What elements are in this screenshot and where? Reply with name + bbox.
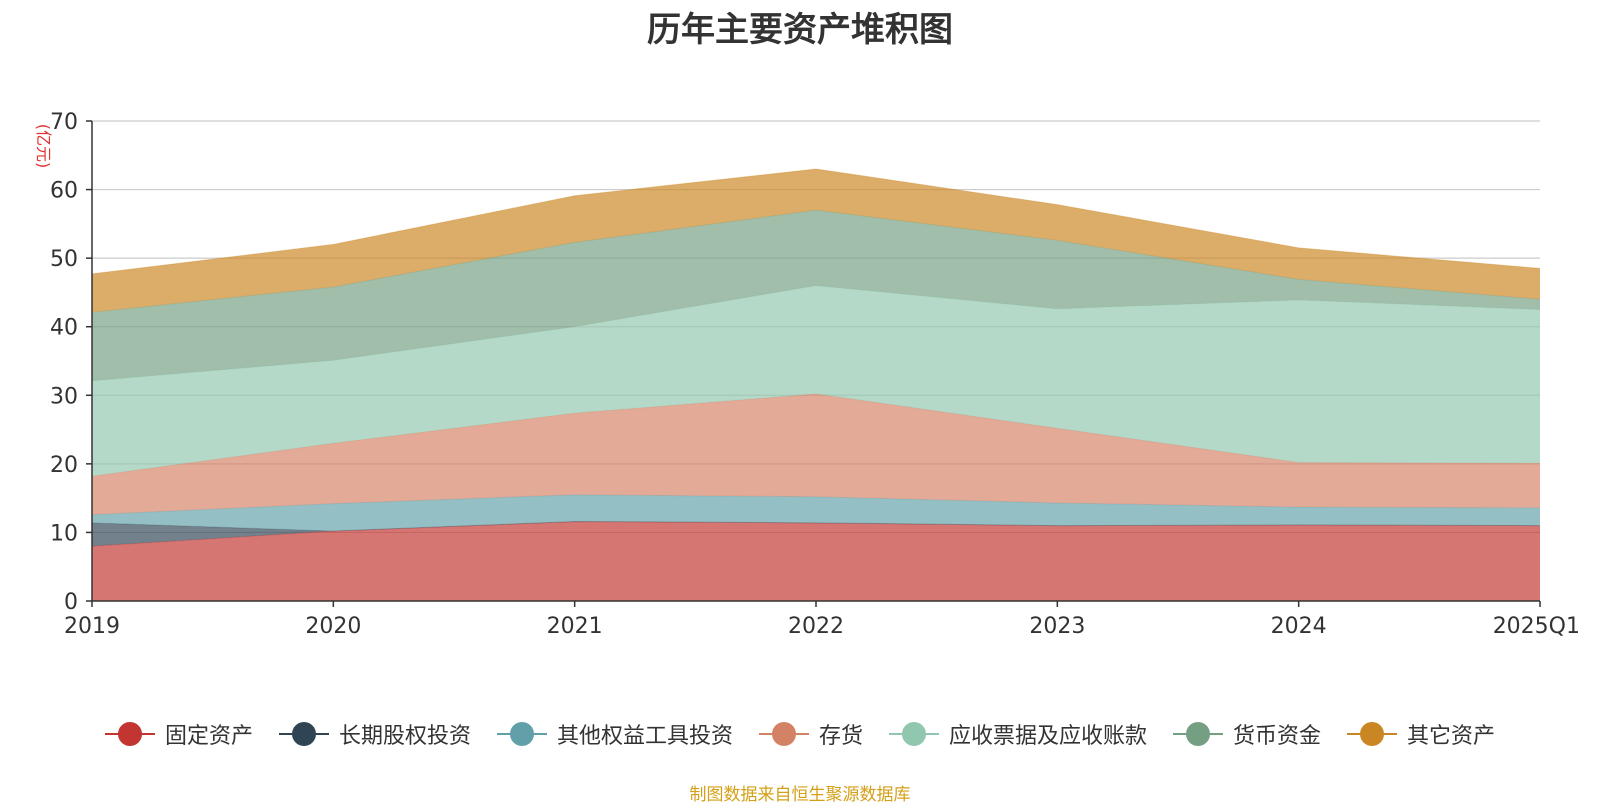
legend-marker-icon xyxy=(496,722,547,746)
x-tick-label: 2021 xyxy=(547,614,603,639)
y-tick-label: 50 xyxy=(50,247,78,272)
source-note: 制图数据来自恒生聚源数据库 xyxy=(689,785,911,805)
area-series-3 xyxy=(92,494,1540,532)
area-series-5 xyxy=(92,285,1540,477)
legend-marker-icon xyxy=(278,722,329,746)
legend-marker-icon xyxy=(1347,722,1398,746)
area-series-1 xyxy=(92,521,1540,601)
x-tick-label: 2019 xyxy=(64,614,120,639)
legend-label: 固定资产 xyxy=(164,724,253,749)
legend-marker-icon xyxy=(104,722,155,746)
x-tick-label: 2020 xyxy=(305,614,361,639)
y-tick-label: 40 xyxy=(50,316,78,341)
legend-item[interactable]: 应收票据及应收账款 xyxy=(889,718,1147,750)
legend-item[interactable]: 存货 xyxy=(758,718,863,750)
y-tick-label: 30 xyxy=(50,384,78,409)
chart-title: 历年主要资产堆积图 xyxy=(647,10,953,50)
y-axis-label: (亿元) xyxy=(34,124,53,169)
legend-item[interactable]: 长期股权投资 xyxy=(278,718,471,750)
area-series-7 xyxy=(92,169,1540,313)
legend-label: 应收票据及应收账款 xyxy=(949,724,1148,749)
legend-label: 货币资金 xyxy=(1233,724,1322,749)
legend-item[interactable]: 其它资产 xyxy=(1347,718,1495,750)
x-tick-label: 2024 xyxy=(1271,614,1327,639)
legend-label: 其它资产 xyxy=(1407,724,1496,749)
x-tick-label: 2022 xyxy=(788,614,844,639)
legend-label: 存货 xyxy=(818,724,863,749)
legend-marker-icon xyxy=(758,722,809,746)
y-tick-label: 20 xyxy=(50,453,78,478)
y-tick-label: 0 xyxy=(64,590,78,615)
y-tick-label: 60 xyxy=(50,179,78,204)
legend: 固定资产 长期股权投资 其他权益工具投资 存货 应收票据及应收账款 货币资金 其它资产 xyxy=(0,718,1600,750)
legend-label: 其他权益工具投资 xyxy=(556,724,733,749)
legend-item[interactable]: 货币资金 xyxy=(1173,718,1321,750)
y-tick-label: 10 xyxy=(50,521,78,546)
y-tick-label: 70 xyxy=(50,110,78,135)
legend-item[interactable]: 其他权益工具投资 xyxy=(496,718,733,750)
legend-item[interactable]: 固定资产 xyxy=(104,718,253,750)
area-series-4 xyxy=(92,393,1540,515)
legend-label: 长期股权投资 xyxy=(338,724,471,749)
area-series-6 xyxy=(92,210,1540,381)
x-tick-label: 2025Q1 xyxy=(1493,614,1580,639)
x-tick-label: 2023 xyxy=(1029,614,1085,639)
legend-marker-icon xyxy=(1173,722,1224,746)
area-edge-7 xyxy=(91,168,1541,275)
legend-marker-icon xyxy=(889,722,939,746)
